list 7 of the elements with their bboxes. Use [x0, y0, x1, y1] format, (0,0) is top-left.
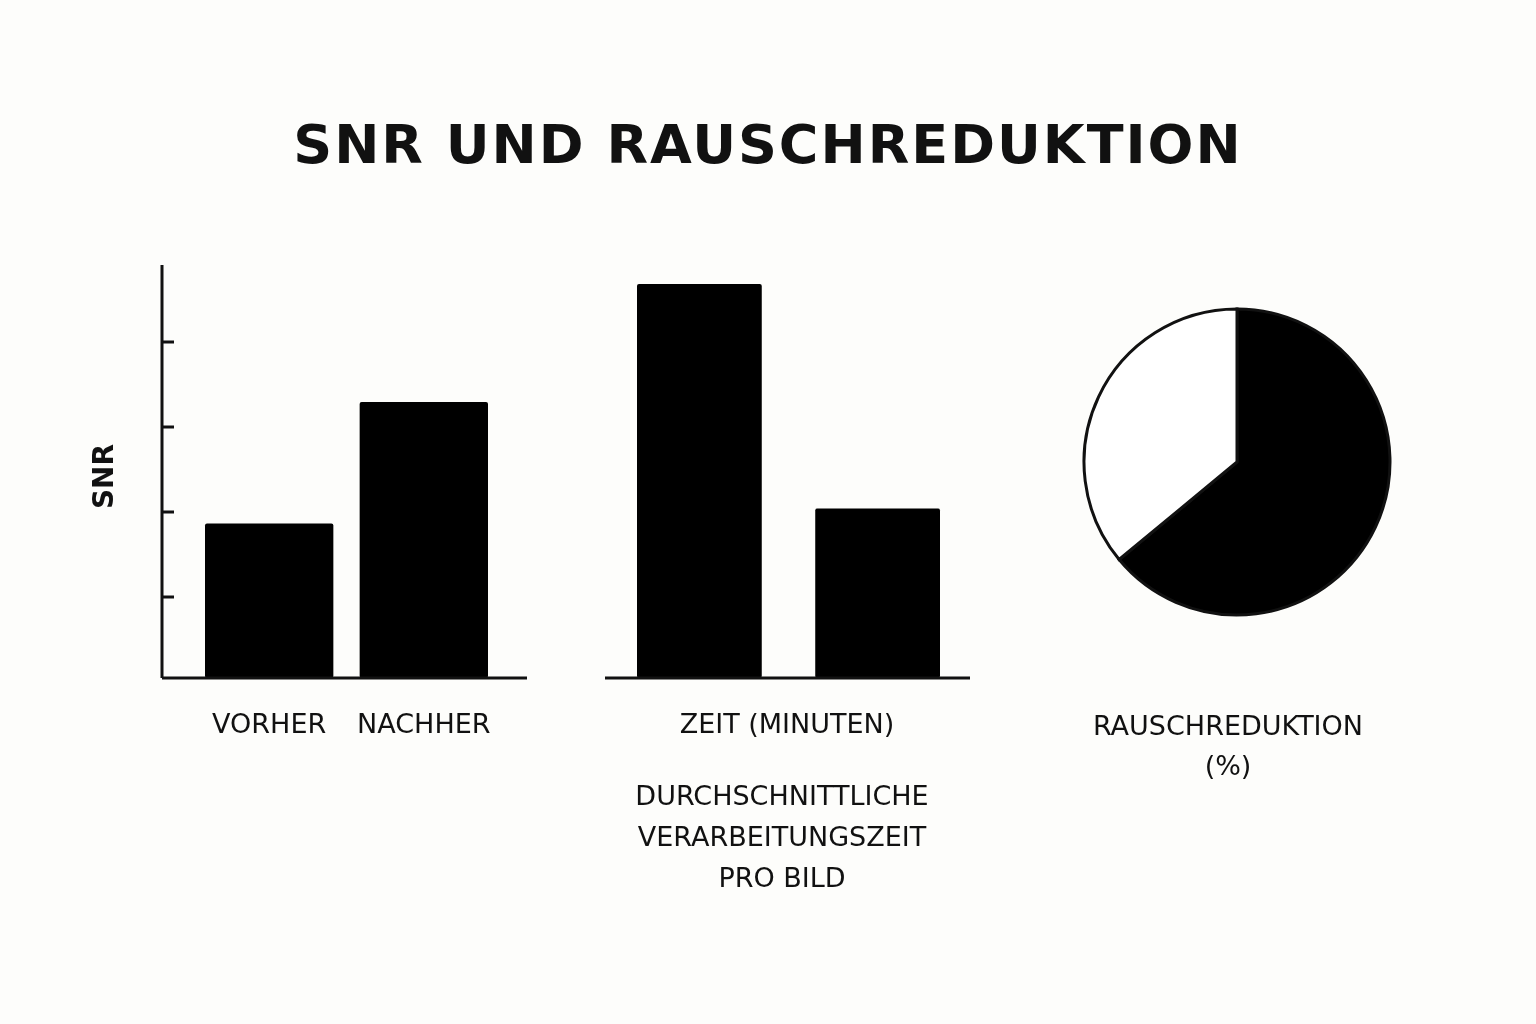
x-axis-title: ZEIT (MINUTEN) — [679, 708, 895, 739]
x-tick-label: VORHER — [212, 708, 327, 739]
x-tick-label: NACHHER — [357, 708, 491, 739]
text: DURCHSCHNITTLICHE VERARBEITUNGSZEIT PRO BILD — [635, 780, 929, 893]
y-axis-title: SNR — [87, 443, 120, 510]
text: SNR UND RAUSCHREDUKTION — [293, 113, 1243, 176]
text: RAUSCHREDUKTION (%) — [1092, 710, 1364, 781]
